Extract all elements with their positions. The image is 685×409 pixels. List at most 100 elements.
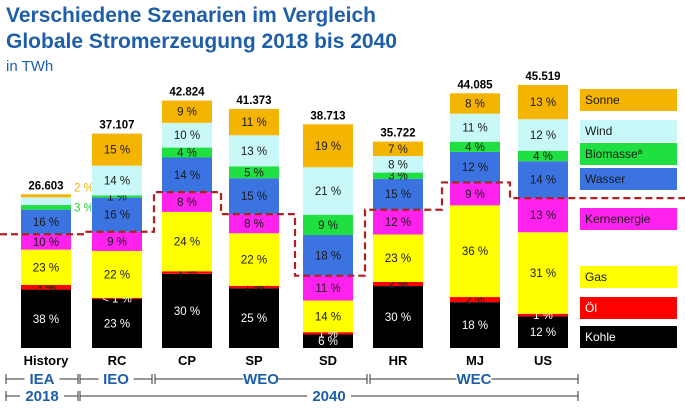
legend-swatch-biomasse bbox=[580, 143, 677, 165]
group-iea-label: IEA bbox=[29, 371, 54, 388]
bar-label-us-biomasse: 4 % bbox=[533, 151, 553, 163]
legend-label-gas: Gas bbox=[585, 270, 607, 284]
bar-segment-mj-oel bbox=[450, 297, 500, 303]
bar-label-mj-biomasse: 4 % bbox=[465, 142, 485, 154]
bar-label-mj-gas: 36 % bbox=[462, 246, 488, 258]
category-label-cp: CP bbox=[178, 353, 196, 368]
bar-label-history-kernenergie: 10 % bbox=[33, 237, 59, 249]
bar-label-hr-oel: 2 % bbox=[388, 279, 408, 291]
bar-label-hr-wasser: 15 % bbox=[385, 189, 411, 201]
bar-segment-rc-wind bbox=[92, 165, 142, 196]
bar-label-sp-wind: 13 % bbox=[241, 146, 267, 158]
category-axis: History RC CP SP SD HR MJ US bbox=[24, 353, 553, 368]
legend-swatch-oel bbox=[580, 297, 677, 319]
legend-label-biomasse: Biomassea bbox=[585, 147, 643, 161]
legend-swatch-wasser bbox=[580, 168, 677, 190]
bar-segment-hr-biomasse bbox=[373, 172, 423, 179]
bar-label-cp-kohle: 30 % bbox=[174, 306, 200, 318]
bar-segment-mj-wasser bbox=[450, 151, 500, 183]
bar-segment-sd-kohle bbox=[303, 334, 353, 348]
bar-label-sp-biomasse: 5 % bbox=[244, 167, 264, 179]
bar-segment-sp-wind bbox=[229, 135, 279, 167]
bar-label-sd-biomasse: 9 % bbox=[318, 220, 338, 232]
bar-segment-hr-oel bbox=[373, 281, 423, 287]
chart-unit-label: in TWh bbox=[6, 58, 54, 75]
bar-label-mj-kernenergie: 9 % bbox=[465, 189, 485, 201]
bar-segment-us-gas bbox=[518, 232, 568, 314]
category-label-us: US bbox=[534, 353, 552, 368]
chart-title-line1: Verschiedene Szenarien im Vergleich bbox=[6, 4, 377, 27]
bar-segment-sp-gas bbox=[229, 233, 279, 286]
bar-total-cp: 42.824 bbox=[169, 87, 205, 99]
bar-label-sp-gas: 22 % bbox=[241, 255, 267, 267]
bar-segment-us-sonne bbox=[518, 85, 568, 120]
bar-segment-history-kohle bbox=[21, 289, 71, 348]
bar-segment-sp-oel bbox=[229, 285, 279, 289]
category-label-mj: MJ bbox=[466, 353, 484, 368]
bar-segment-rc-wasser bbox=[92, 197, 142, 232]
bar-label-cp-gas: 24 % bbox=[174, 237, 200, 249]
bar-total-us: 45.519 bbox=[525, 71, 560, 83]
group-year-2018-label: 2018 bbox=[25, 388, 58, 405]
bar-segment-us-wasser bbox=[518, 161, 568, 199]
bar-label-mj-kohle: 18 % bbox=[462, 320, 488, 332]
bar-label-sp-kernenergie: 8 % bbox=[244, 219, 264, 231]
bar-segment-sd-kernenergie bbox=[303, 275, 353, 301]
bar-segment-sp-wasser bbox=[229, 178, 279, 215]
bar-segment-rc-gas bbox=[92, 250, 142, 298]
bar-segment-cp-wasser bbox=[162, 157, 212, 193]
bar-segment-rc-kohle bbox=[92, 298, 142, 348]
bar-label-sd-sonne: 19 % bbox=[315, 141, 341, 153]
bar-label-history-gas: 23 % bbox=[33, 262, 59, 274]
bar-segment-history-sonne bbox=[21, 194, 71, 198]
bar-segment-us-oel bbox=[518, 313, 568, 317]
chart-title-line2: Globale Stromerzeugung 2018 bis 2040 bbox=[6, 30, 397, 53]
bar-label-us-gas: 31 % bbox=[530, 268, 556, 280]
category-label-hr: HR bbox=[389, 353, 408, 368]
bar-segment-sd-wasser bbox=[303, 235, 353, 276]
bar-label-rc-sonne: 15 % bbox=[104, 145, 130, 157]
bar-label-sd-wasser: 18 % bbox=[315, 250, 341, 262]
bar-segment-sp-biomasse bbox=[229, 166, 279, 179]
legend-label-wasser: Wasser bbox=[585, 172, 625, 186]
bar-segment-hr-kohle bbox=[373, 286, 423, 348]
bar-total-rc: 37.107 bbox=[99, 120, 134, 132]
bar-label-mj-sonne: 8 % bbox=[465, 98, 485, 110]
bar-label-us-wind: 12 % bbox=[530, 130, 556, 142]
bar-segment-hr-sonne bbox=[373, 141, 423, 157]
bar-segment-sp-kernenergie bbox=[229, 214, 279, 234]
bar-segment-rc-biomasse bbox=[92, 195, 142, 198]
bar-segment-hr-kernenergie bbox=[373, 209, 423, 235]
bar-segment-mj-kernenergie bbox=[450, 182, 500, 206]
category-label-sd: SD bbox=[319, 353, 337, 368]
bar-segment-cp-wind bbox=[162, 122, 212, 148]
legend-swatch-gas bbox=[580, 266, 677, 288]
legend-swatch-sonne bbox=[580, 89, 677, 111]
bar-segment-rc-kernenergie bbox=[92, 231, 142, 251]
bar-segment-mj-gas bbox=[450, 205, 500, 298]
category-label-rc: RC bbox=[108, 353, 127, 368]
legend-swatch-kernenergie bbox=[580, 208, 677, 230]
group-wec-label: WEC bbox=[457, 371, 492, 388]
bar-segment-rc-oel bbox=[92, 297, 142, 299]
bar-segment-cp-kohle bbox=[162, 273, 212, 348]
bar-segment-sd-wind bbox=[303, 167, 353, 215]
bar-segment-history-oel bbox=[21, 284, 71, 290]
legend-label-kohle: Kohle bbox=[585, 330, 616, 344]
bar-segment-history-gas bbox=[21, 249, 71, 285]
bar-segment-cp-oel bbox=[162, 271, 212, 274]
bar-segment-mj-sonne bbox=[450, 93, 500, 114]
bar-label-us-wasser: 14 % bbox=[530, 175, 556, 187]
bar-label-sd-kohle: 6 % bbox=[318, 336, 338, 348]
bar-segment-history-wind bbox=[21, 197, 71, 206]
bar-label-sp-kohle: 25 % bbox=[241, 313, 267, 325]
bar-label-mj-wasser: 12 % bbox=[462, 162, 488, 174]
bar-segment-mj-wind bbox=[450, 113, 500, 142]
bar-label-cp-wasser: 14 % bbox=[174, 170, 200, 182]
bar-segment-history-kernenergie bbox=[21, 234, 71, 250]
bar-segment-rc-sonne bbox=[92, 133, 142, 166]
legend-label-sonne: Sonne bbox=[585, 93, 620, 107]
bar-label-us-kernenergie: 13 % bbox=[530, 210, 556, 222]
bar-label-history-wasser: 16 % bbox=[33, 217, 59, 229]
bar-label-sd-kernenergie: 11 % bbox=[315, 283, 340, 295]
